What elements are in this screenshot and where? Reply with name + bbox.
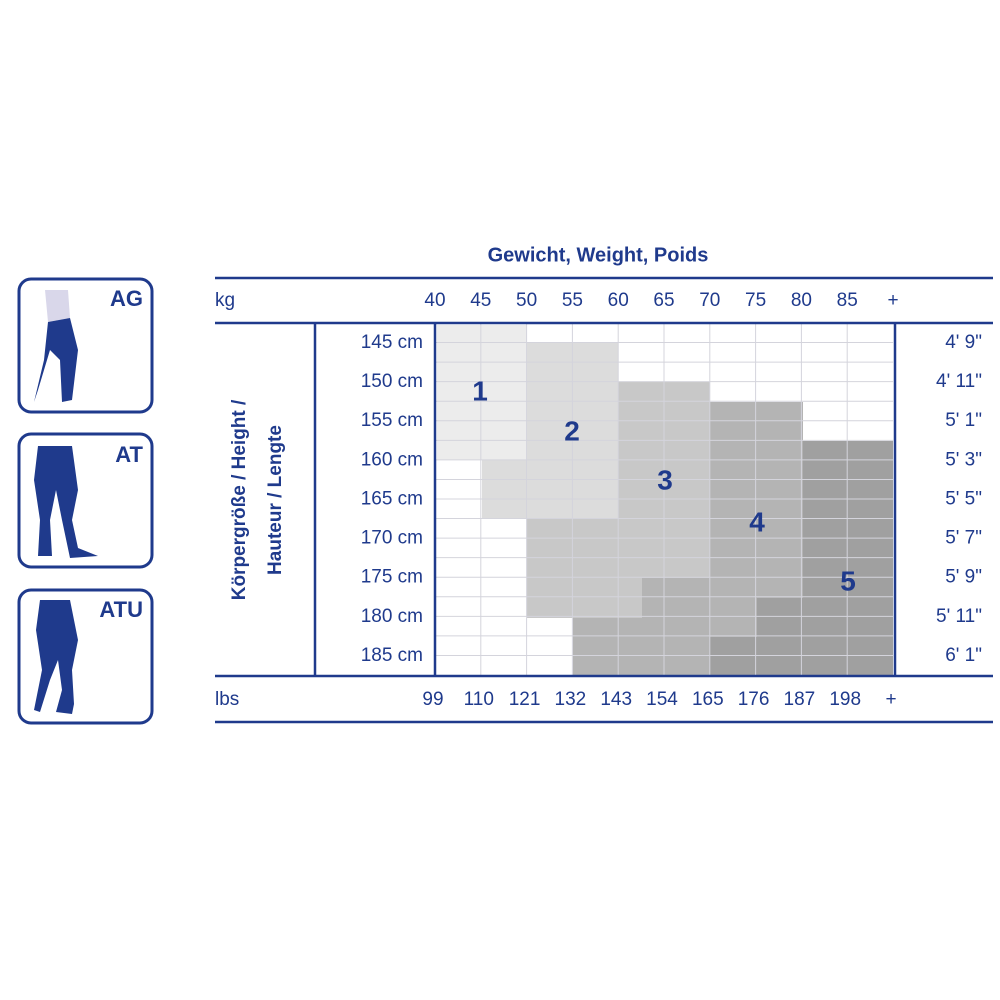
lbs-tick: 154 [646, 689, 678, 710]
kg-tick: 70 [699, 290, 720, 311]
height-ft: 5' 9" [945, 567, 982, 588]
size-zone [642, 578, 710, 618]
lbs-tick: 110 [464, 689, 494, 710]
y-title: Körpergröße / Height / Hauteur / Lengte [229, 399, 286, 600]
kg-tick: 40 [424, 290, 445, 311]
height-ft: 5' 11" [936, 606, 982, 627]
height-cm: 155 cm [361, 410, 423, 431]
height-cm: 175 cm [361, 567, 423, 588]
leg-shape [34, 600, 78, 714]
size-label: 5 [840, 565, 856, 596]
size-zone [803, 441, 893, 677]
height-ft: 4' 11" [936, 371, 982, 392]
height-ft: 4' 9" [945, 332, 982, 353]
leg-shape [34, 318, 78, 402]
lbs-tick: 198 [829, 689, 861, 710]
height-ft: 6' 1" [945, 645, 982, 666]
unit-label: kg [215, 290, 235, 311]
kg-tick: 80 [791, 290, 812, 311]
height-ft: 5' 3" [945, 449, 982, 470]
lbs-tick: 176 [738, 689, 770, 710]
unit-label: lbs [215, 689, 239, 710]
lbs-tick: 187 [784, 689, 816, 710]
lbs-tick: + [885, 689, 896, 710]
size-zone [710, 402, 803, 637]
size-zone [573, 618, 710, 677]
kg-tick: 85 [837, 290, 858, 311]
lbs-tick: 121 [509, 689, 541, 710]
kg-tick: 65 [653, 290, 674, 311]
size-label: 1 [472, 375, 488, 406]
icon-label: AT [115, 442, 143, 467]
icons: AG AT ATU [17, 277, 154, 725]
leg-shape [34, 446, 98, 558]
lbs-tick: 132 [555, 689, 587, 710]
kg-tick: 55 [562, 290, 583, 311]
kg-tick: 75 [745, 290, 766, 311]
height-cm: 165 cm [361, 488, 423, 509]
height-ft: 5' 1" [945, 410, 982, 431]
size-label: 4 [749, 506, 765, 537]
chart-title: Gewicht, Weight, Poids [488, 244, 709, 266]
size-zone [437, 325, 527, 460]
lbs-tick: 165 [692, 689, 724, 710]
lbs-tick: 99 [422, 689, 443, 710]
kg-tick: + [887, 290, 898, 311]
height-cm: 145 cm [361, 332, 423, 353]
kg-tick: 60 [608, 290, 629, 311]
lbs-tick: 143 [600, 689, 632, 710]
y-title-line: Hauteur / Lengte [265, 425, 286, 575]
size-zone [710, 637, 757, 677]
size-label: 3 [657, 464, 673, 495]
kg-tick: 50 [516, 290, 537, 311]
icon-label: ATU [99, 597, 143, 622]
size-label: 2 [564, 415, 580, 446]
height-ft: 5' 5" [945, 488, 982, 509]
icon-label: AG [110, 286, 143, 311]
height-cm: 150 cm [361, 371, 423, 392]
height-cm: 185 cm [361, 645, 423, 666]
leg-shape [45, 290, 70, 322]
y-title-line: Körpergröße / Height / [229, 399, 250, 600]
size-zone [757, 598, 803, 677]
size-zone [482, 460, 618, 519]
kg-tick: 45 [470, 290, 491, 311]
height-cm: 160 cm [361, 449, 423, 470]
height-cm: 170 cm [361, 528, 423, 549]
size-zone [527, 578, 642, 618]
height-cm: 180 cm [361, 606, 423, 627]
height-ft: 5' 7" [945, 528, 982, 549]
